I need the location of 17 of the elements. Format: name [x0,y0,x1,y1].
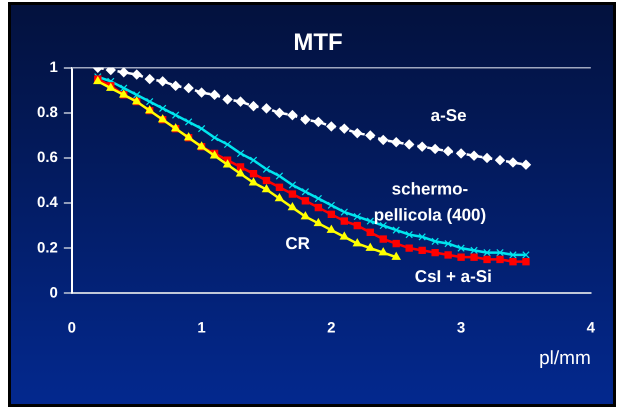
x-tick-label: 4 [586,319,596,336]
y-tick-label: 0.4 [36,194,58,212]
y-tick-label: 0.8 [36,104,58,122]
y-tick-label: 0.6 [36,149,58,166]
chart-title: MTF [293,29,343,56]
series-label: CR [285,234,310,254]
series-label: a-Se [430,106,467,126]
x-tick-label: 2 [327,319,336,336]
series-label: CsI + a-Si [414,267,492,286]
y-tick-label: 1 [50,58,58,76]
y-tick-label: 0.2 [36,239,58,256]
x-tick-label: 1 [197,319,206,336]
x-axis-title: pl/mm [539,348,591,369]
x-tick-label: 0 [68,319,76,336]
y-tick-label: 0 [50,284,58,302]
x-tick-label: 3 [456,319,466,336]
series-label: schermo-pellicola (400) [374,180,486,225]
